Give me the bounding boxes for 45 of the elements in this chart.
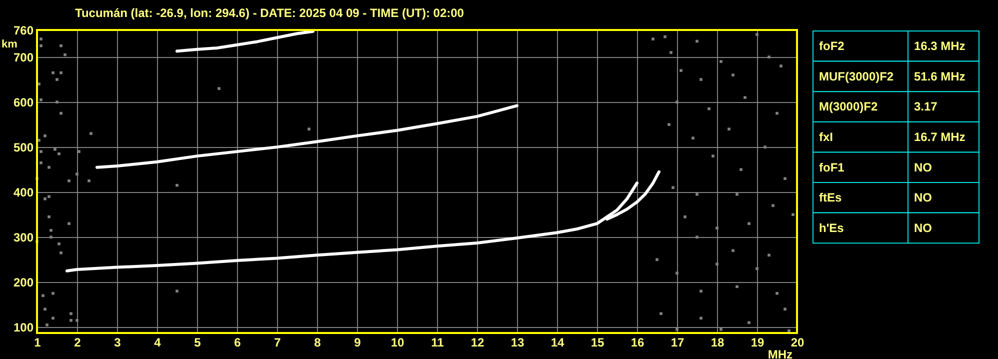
x-tick-label: 3 xyxy=(114,336,122,350)
x-tick-label: 19 xyxy=(750,336,764,350)
x-axis-title: MHz xyxy=(768,348,792,359)
text: NO xyxy=(914,160,932,174)
text: MUF(3000)F2 xyxy=(819,69,894,84)
text: ftEs xyxy=(819,190,842,205)
y-tick-label: 200 xyxy=(13,276,34,290)
text: 3.17 xyxy=(914,100,938,114)
y-tick-label: 760 xyxy=(13,24,34,38)
text: NO xyxy=(914,190,932,205)
x-tick-label: 16 xyxy=(630,336,644,350)
x-tick-label: 1 xyxy=(34,336,42,350)
x-tick-label: 8 xyxy=(314,336,322,350)
x-tick-label: 4 xyxy=(154,336,162,350)
x-tick-label: 2 xyxy=(74,336,82,350)
text: foF2 xyxy=(819,39,845,54)
y-axis-title: km xyxy=(2,38,18,50)
text: NO xyxy=(914,220,932,235)
x-tick-label: 18 xyxy=(710,336,724,350)
y-tick-label: 100 xyxy=(13,320,34,335)
x-tick-label: 5 xyxy=(194,336,202,350)
text: h'Es xyxy=(819,220,844,235)
x-tick-label: 6 xyxy=(234,336,242,350)
y-tick-label: 600 xyxy=(13,96,34,110)
text: foF1 xyxy=(819,160,845,174)
text: 51.6 MHz xyxy=(914,69,966,84)
text: 16.3 MHz xyxy=(914,39,966,54)
x-tick-label: 7 xyxy=(274,336,282,350)
x-tick-label: 20 xyxy=(790,336,804,350)
y-tick-label: 300 xyxy=(13,230,34,245)
chart-title: Tucumán (lat: -26.9, lon: 294.6) - DATE: 2025 04 09 - TIME (UT): 02:00 xyxy=(75,6,464,20)
x-tick-label: 13 xyxy=(510,336,524,350)
x-tick-label: 9 xyxy=(354,336,362,350)
x-tick-label: 11 xyxy=(431,336,444,350)
x-tick-label: 15 xyxy=(590,336,604,350)
y-tick-label: 700 xyxy=(13,50,34,65)
x-tick-label: 12 xyxy=(470,336,484,350)
x-tick-label: 14 xyxy=(550,336,564,350)
x-tick-label: 17 xyxy=(670,336,684,350)
text: fxI xyxy=(819,130,833,144)
y-tick-label: 400 xyxy=(13,186,34,200)
x-tick-label: 10 xyxy=(390,336,404,350)
y-tick-label: 500 xyxy=(13,140,34,155)
text: M(3000)F2 xyxy=(819,100,878,114)
text: 16.7 MHz xyxy=(914,130,966,144)
